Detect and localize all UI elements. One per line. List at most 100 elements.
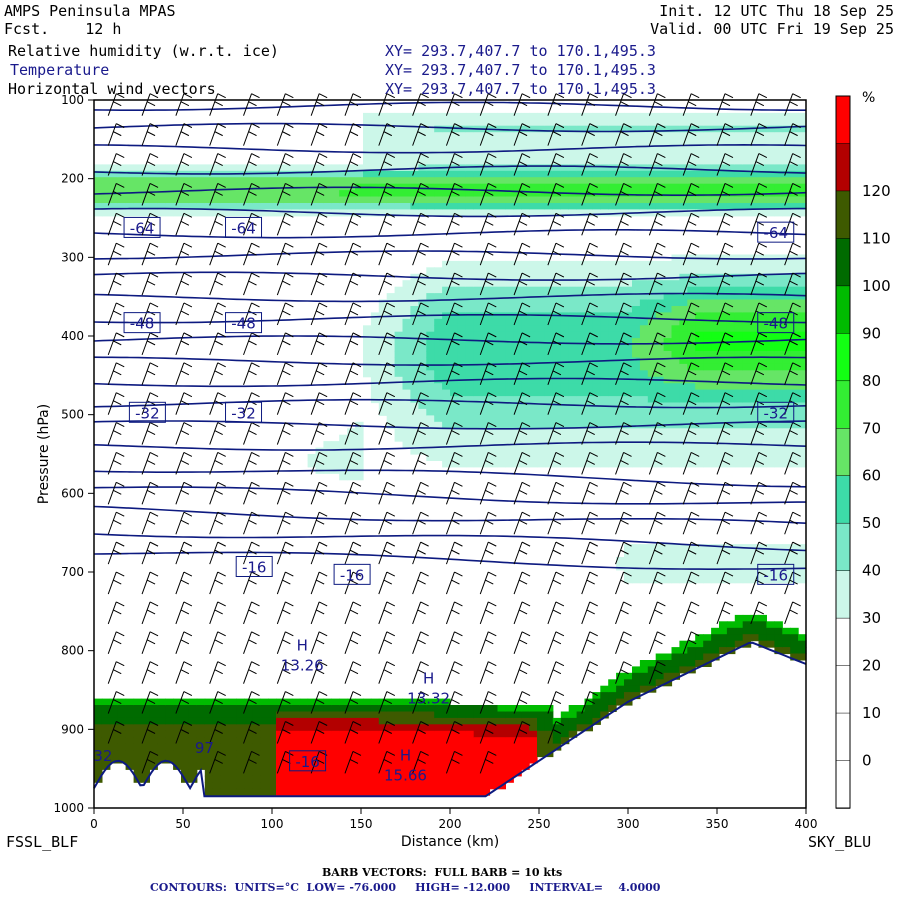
wind-barb [276, 601, 294, 625]
wind-barb [141, 272, 159, 296]
wind-barb [175, 452, 193, 475]
wind-barb [581, 661, 598, 684]
wind-barb [615, 422, 632, 445]
wind-barb [750, 153, 768, 176]
wind-barb [750, 481, 768, 505]
wind-barb [445, 362, 463, 385]
wind-barb [648, 661, 666, 684]
wind-barb [412, 750, 429, 774]
wind-barb [310, 153, 328, 176]
wind-barb [209, 212, 226, 236]
init-time: Init. 12 UTC Thu 18 Sep 25 [659, 2, 894, 20]
colorbar-frame [835, 95, 851, 809]
wind-barb [276, 362, 294, 385]
wind-barb [648, 601, 666, 625]
x-tick-label: 200 [439, 817, 462, 831]
wind-barb [581, 452, 598, 475]
wind-barb [513, 242, 531, 266]
field-wind-label: Horizontal wind vectors [8, 80, 216, 98]
wind-barb [107, 153, 125, 176]
wind-barb [310, 242, 328, 266]
temperature-contour [93, 122, 807, 133]
wind-barb [648, 242, 666, 266]
temperature-label: -32 [231, 404, 256, 422]
wind-barb [445, 302, 463, 326]
wind-barb [479, 631, 497, 654]
wind-barb [581, 332, 598, 356]
colorbar-band [835, 760, 851, 809]
wind-barb [716, 481, 734, 505]
wind-barb [547, 212, 565, 236]
wind-barb [513, 272, 531, 296]
wind-barb [107, 452, 125, 475]
wind-barb [648, 422, 666, 445]
wind-barb [344, 631, 362, 654]
temperature-contour [93, 505, 807, 524]
wind-barb [141, 481, 159, 505]
wind-barb [513, 511, 531, 535]
temperature-label-box [757, 401, 795, 423]
wind-barb [615, 392, 632, 415]
wind-barb [243, 153, 260, 176]
wind-barb [581, 242, 598, 266]
wind-barb [141, 511, 159, 535]
wind-barb [412, 332, 429, 356]
wind-barb [445, 272, 463, 296]
wind-barb [648, 452, 666, 475]
temperature-label: -16 [340, 566, 365, 584]
wind-barb [243, 661, 260, 684]
y-tick-label: 1000 [53, 801, 84, 815]
wind-barb [547, 93, 565, 116]
colorbar-tick-label: 120 [862, 182, 891, 200]
wind-barb [581, 481, 598, 505]
wind-barb [648, 182, 666, 206]
wind-barb [344, 362, 362, 385]
y-tick-label: 600 [61, 486, 84, 500]
wind-barb [479, 242, 497, 266]
wind-barb [682, 332, 700, 356]
wind-barb [107, 691, 125, 714]
wind-barb [209, 661, 226, 684]
wind-barb [682, 153, 700, 176]
wind-barb [107, 541, 125, 565]
wind-barb [310, 182, 328, 206]
wind-barb [784, 153, 801, 176]
wind-barb [479, 750, 497, 774]
colorbar-band [835, 617, 851, 667]
wind-barb [412, 691, 429, 714]
wind-barb [141, 362, 159, 385]
wind-barb [682, 392, 700, 415]
wind-barb [344, 750, 362, 774]
wind-barb [276, 631, 294, 654]
temperature-label: -48 [763, 315, 788, 333]
wind-barb [412, 392, 429, 415]
colorbar-band [835, 95, 851, 145]
wind-barb [344, 541, 362, 565]
wind-barb [276, 541, 294, 565]
colorbar-band [835, 333, 851, 382]
wind-barb [344, 601, 362, 625]
wind-barb [276, 332, 294, 356]
wind-barb [310, 631, 328, 654]
temperature-contour [93, 398, 807, 409]
wind-barb [243, 452, 260, 475]
wind-barb [209, 571, 226, 595]
temperature-label-box [757, 563, 795, 585]
contour-legend: CONTOURS: UNITS=°C LOW= -76.000 HIGH= -1… [150, 881, 661, 894]
wind-barb [378, 750, 396, 774]
wind-barb [175, 182, 193, 206]
wind-barb [479, 302, 497, 326]
wind-barb [716, 242, 734, 266]
wind-barb [513, 571, 531, 595]
temperature-contour [93, 207, 806, 218]
wind-barb [412, 481, 429, 505]
wind-barb [648, 571, 666, 595]
wind-barb [378, 182, 396, 206]
wind-barb [513, 362, 531, 385]
wind-barb [648, 153, 666, 176]
wind-barb [479, 661, 497, 684]
wind-barb [581, 631, 598, 654]
wind-barb [276, 691, 294, 714]
wind-barb [682, 571, 700, 595]
